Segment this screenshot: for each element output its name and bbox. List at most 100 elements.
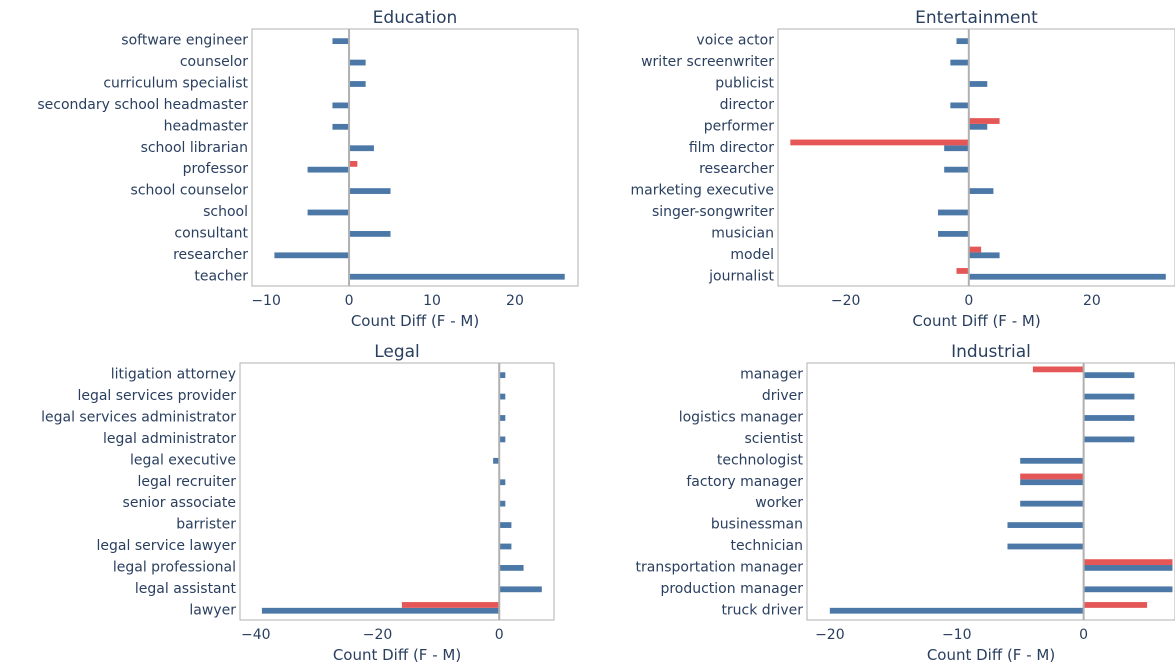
bar	[968, 273, 1166, 280]
bar	[499, 543, 512, 550]
category-label: legal services provider	[77, 388, 236, 404]
bar	[493, 457, 500, 464]
category-label: headmaster	[164, 118, 249, 134]
category-label: logistics manager	[679, 410, 804, 426]
category-label: voice actor	[696, 33, 774, 49]
x-tick-label: 0	[964, 293, 973, 309]
bar	[1083, 415, 1135, 421]
x-axis-title: Count Diff (F - M)	[351, 312, 479, 330]
bar	[968, 246, 982, 253]
category-label: secondary school headmaster	[37, 97, 248, 113]
bar	[332, 38, 350, 45]
plot-frame	[777, 28, 1175, 287]
x-axis-title: Count Diff (F - M)	[927, 646, 1055, 664]
bar	[1020, 457, 1084, 464]
category-label: technologist	[717, 452, 804, 468]
bar	[499, 500, 506, 507]
bar	[499, 479, 506, 486]
x-tick-label: −20	[363, 627, 393, 643]
bar	[1007, 522, 1084, 528]
panel-title: Industrial	[951, 342, 1031, 362]
panel-title: Entertainment	[915, 8, 1038, 28]
category-label: film director	[689, 140, 774, 156]
category-label: musician	[711, 225, 774, 241]
category-label: businessman	[711, 517, 803, 533]
x-axis-title: Count Diff (F - M)	[333, 646, 461, 664]
category-label: software engineer	[121, 33, 248, 49]
category-label: legal administrator	[103, 431, 236, 447]
x-tick-label: 0	[345, 293, 354, 309]
category-label: researcher	[173, 247, 248, 263]
panel-title: Education	[373, 8, 458, 28]
category-label: production manager	[660, 581, 803, 597]
x-tick-label: −10	[942, 627, 972, 643]
x-tick-label: −20	[831, 293, 861, 309]
category-label: lawyer	[189, 602, 236, 618]
bar	[956, 38, 969, 45]
category-label: model	[730, 247, 774, 263]
category-label: singer-songwriter	[652, 204, 774, 220]
category-label: teacher	[194, 268, 248, 284]
bar	[968, 123, 988, 130]
x-tick-label: 0	[495, 627, 504, 643]
x-tick-label: −20	[815, 627, 845, 643]
category-label: writer screenwriter	[641, 54, 774, 70]
bar	[499, 565, 524, 571]
plot-frame	[806, 362, 1175, 621]
category-label: legal service lawyer	[97, 538, 237, 554]
bar	[1083, 565, 1173, 571]
category-label: legal assistant	[135, 581, 237, 597]
bar	[349, 160, 358, 167]
bar	[1020, 479, 1084, 486]
bar	[790, 139, 969, 146]
category-label: driver	[762, 388, 803, 404]
bar	[950, 102, 969, 109]
bar	[349, 231, 391, 237]
bar	[349, 145, 374, 152]
bar	[1083, 559, 1173, 566]
bar	[349, 81, 366, 87]
category-label: performer	[704, 118, 775, 134]
category-label: worker	[755, 495, 803, 511]
bar	[968, 188, 994, 194]
category-label: transportation manager	[636, 559, 804, 575]
x-tick-label: 20	[506, 293, 524, 309]
bar	[499, 372, 506, 379]
bar	[499, 415, 506, 421]
category-label: legal recruiter	[138, 474, 237, 490]
bar	[349, 188, 391, 194]
bar	[1083, 602, 1148, 608]
bar	[944, 145, 969, 152]
bar	[1020, 500, 1084, 507]
category-label: school librarian	[141, 140, 248, 156]
bar	[1083, 372, 1135, 379]
bar	[499, 522, 512, 528]
category-label: litigation attorney	[111, 367, 236, 383]
category-label: barrister	[176, 517, 236, 533]
bar	[950, 59, 969, 66]
category-label: senior associate	[123, 495, 236, 511]
bar	[938, 231, 969, 237]
category-label: journalist	[708, 268, 774, 284]
x-axis-title: Count Diff (F - M)	[912, 312, 1040, 330]
category-label: legal executive	[130, 452, 236, 468]
bar	[349, 273, 565, 280]
x-tick-label: 10	[423, 293, 441, 309]
category-label: technician	[731, 538, 803, 554]
bar	[968, 252, 1000, 259]
bar	[1020, 473, 1084, 480]
category-label: researcher	[699, 161, 774, 177]
panel-title: Legal	[374, 342, 420, 362]
bar	[944, 166, 969, 173]
subplot-legal: Legal litigation attorney legal services p…	[41, 342, 555, 664]
category-label: director	[720, 97, 775, 113]
bar	[307, 209, 350, 216]
category-label: counselor	[180, 54, 248, 70]
bar	[499, 393, 506, 400]
bar	[274, 252, 350, 259]
category-label: school counselor	[131, 183, 249, 199]
category-label: curriculum specialist	[103, 76, 248, 92]
bar	[938, 209, 969, 216]
category-label: legal professional	[113, 559, 236, 575]
subplot-industrial: Industrial manager driver logistics manager…	[636, 342, 1175, 664]
